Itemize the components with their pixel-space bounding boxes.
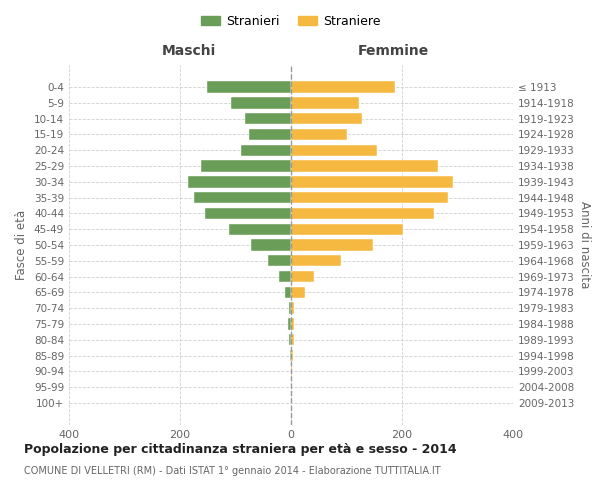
- Bar: [291, 271, 314, 282]
- Bar: [289, 334, 291, 345]
- Bar: [229, 224, 291, 235]
- Bar: [291, 366, 292, 377]
- Bar: [291, 160, 438, 172]
- Bar: [205, 208, 291, 219]
- Bar: [279, 271, 291, 282]
- Text: Popolazione per cittadinanza straniera per età e sesso - 2014: Popolazione per cittadinanza straniera p…: [24, 442, 457, 456]
- Bar: [231, 97, 291, 108]
- Bar: [291, 350, 293, 362]
- Text: Femmine: Femmine: [358, 44, 429, 58]
- Bar: [288, 318, 291, 330]
- Text: Maschi: Maschi: [162, 44, 216, 58]
- Bar: [291, 144, 377, 156]
- Bar: [291, 128, 347, 140]
- Y-axis label: Anni di nascita: Anni di nascita: [578, 202, 591, 288]
- Bar: [241, 144, 291, 156]
- Text: COMUNE DI VELLETRI (RM) - Dati ISTAT 1° gennaio 2014 - Elaborazione TUTTITALIA.I: COMUNE DI VELLETRI (RM) - Dati ISTAT 1° …: [24, 466, 440, 476]
- Bar: [206, 82, 291, 92]
- Bar: [291, 82, 395, 92]
- Bar: [291, 224, 403, 235]
- Bar: [251, 240, 291, 250]
- Bar: [291, 286, 305, 298]
- Bar: [289, 302, 291, 314]
- Bar: [291, 208, 434, 219]
- Bar: [291, 97, 359, 108]
- Bar: [291, 176, 453, 188]
- Legend: Stranieri, Straniere: Stranieri, Straniere: [196, 10, 386, 33]
- Bar: [291, 318, 295, 330]
- Bar: [201, 160, 291, 172]
- Bar: [250, 128, 291, 140]
- Bar: [291, 334, 294, 345]
- Bar: [291, 192, 448, 203]
- Bar: [291, 302, 295, 314]
- Bar: [194, 192, 291, 203]
- Bar: [290, 350, 291, 362]
- Bar: [286, 286, 291, 298]
- Bar: [291, 240, 373, 250]
- Bar: [291, 113, 362, 124]
- Bar: [291, 255, 341, 266]
- Bar: [245, 113, 291, 124]
- Y-axis label: Fasce di età: Fasce di età: [16, 210, 28, 280]
- Bar: [268, 255, 291, 266]
- Bar: [188, 176, 291, 188]
